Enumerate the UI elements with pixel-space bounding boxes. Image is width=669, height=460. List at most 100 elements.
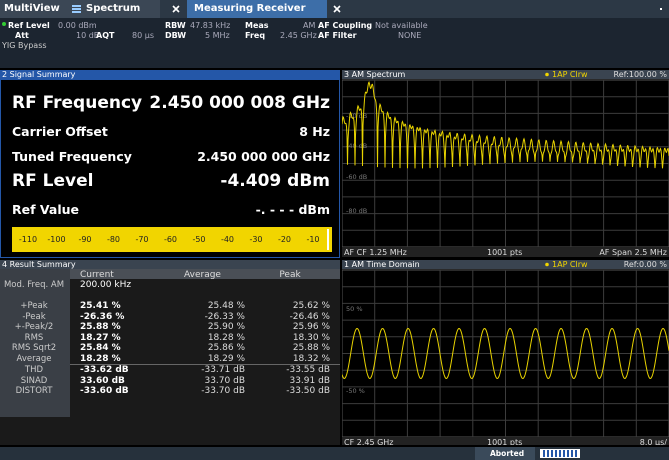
table-cell: 18.28 %: [207, 332, 245, 343]
trace-dot: [545, 262, 549, 267]
table-cell: 25.96 %: [292, 322, 330, 332]
panel-header[interactable]: 4 Result Summary: [0, 260, 340, 269]
table-cell: -33.60 dB: [80, 386, 129, 396]
table-cell: 25.41 %: [80, 301, 121, 311]
scale-label: -20: [277, 235, 292, 244]
table-cell: 33.70 dB: [204, 375, 245, 386]
tab-active[interactable]: [187, 0, 327, 18]
footer-label: AF Span 2.5 MHz: [599, 248, 667, 257]
info-label: DBW: [165, 31, 187, 40]
trace-label: 1AP Clrw: [552, 260, 588, 269]
panel-header[interactable]: 2 Signal Summary: [0, 70, 340, 79]
tab-label[interactable]: Measuring Receiver: [194, 3, 306, 14]
table-cell: -33.70 dB: [201, 386, 245, 396]
trace-dot: [545, 72, 549, 77]
info-bar: [0, 18, 669, 68]
info-label: Meas: [245, 21, 269, 30]
table-cell: 25.86 %: [207, 343, 245, 353]
level-label: -40 dB: [346, 142, 367, 150]
table-row-label: -Peak: [22, 311, 46, 322]
table-cell: -26.36 %: [80, 311, 125, 322]
table-header: Average: [184, 270, 221, 280]
ref-label: Ref:100.00 %: [614, 70, 668, 79]
trace: [342, 327, 669, 380]
table-cell: 25.88 %: [292, 343, 330, 353]
summary-label: Carrier Offset: [12, 123, 108, 139]
footer-label: 8.0 µs/: [640, 438, 668, 445]
summary-label: Ref Value: [12, 201, 79, 217]
table-cell: 25.84 %: [80, 343, 121, 353]
table-row-label: Average: [16, 353, 52, 364]
scale-label: -60: [163, 235, 178, 244]
panel-header: [342, 260, 669, 269]
info-label: AF Filter: [318, 31, 357, 40]
scale-label: -100: [47, 235, 66, 244]
info-label: Freq: [245, 31, 266, 40]
level-label: -80 dB: [346, 207, 367, 215]
table-header-bg: [70, 269, 340, 279]
info-value: 80 µs: [132, 31, 154, 40]
scale-label: -50: [192, 235, 206, 244]
status-box: [475, 447, 535, 460]
scale-label: -110: [18, 235, 38, 244]
table-header: Current: [80, 270, 114, 280]
scale-label: -40: [220, 235, 235, 244]
tab-label[interactable]: MultiView: [4, 3, 60, 14]
icon: [72, 5, 81, 13]
info-label: RBW: [165, 21, 186, 30]
info-value: AM: [303, 21, 316, 30]
info-value: 10 dB: [76, 31, 100, 40]
status-text: Aborted: [490, 449, 525, 458]
table-cell: -33.50 dB: [286, 386, 330, 396]
table-row-label: RMS Sqrt2: [11, 343, 57, 353]
summary-label: Tuned Frequency: [12, 148, 132, 164]
level-bar: [12, 227, 332, 252]
info-value: 47.83 kHz: [190, 21, 231, 30]
close-icon[interactable]: [333, 5, 341, 13]
scale-label: -30: [249, 235, 263, 244]
ref-label: Ref:0.00 %: [624, 260, 668, 269]
menu-dot[interactable]: [660, 8, 662, 10]
footer-label: CF 2.45 GHz: [344, 438, 394, 445]
info-label: AF Coupling: [318, 21, 373, 30]
info-label: AQT: [96, 31, 115, 40]
info-value: 0.00 dBm: [58, 21, 97, 30]
info-label: Ref Level: [8, 21, 50, 30]
table-row-label: RMS: [24, 332, 44, 343]
panel-title: 3 AM Spectrum: [344, 70, 406, 79]
panel-footer: [342, 247, 669, 257]
row-sep: [70, 364, 340, 365]
info-label: Att: [15, 31, 29, 40]
trace-label: 1AP Clrw: [552, 70, 588, 79]
progress: [540, 449, 580, 458]
info-note: YIG Bypass: [2, 41, 47, 50]
table-row-label: +-Peak/2: [14, 322, 54, 332]
summary-label: RF Level: [12, 171, 94, 191]
table-cell: -26.46 %: [289, 311, 330, 322]
table-cell: 18.32 %: [292, 353, 330, 364]
status-dot: [2, 22, 6, 26]
table-header: Peak: [279, 270, 301, 280]
info-value: Not available: [375, 21, 428, 30]
close-icon[interactable]: [172, 5, 180, 13]
plots: 3 AM Spectrum 1AP Clrw Ref:100.00 %-20 dB-…: [342, 70, 669, 445]
panel-title: 1 AM Time Domain: [344, 260, 420, 269]
table-row-label: DISTORT: [15, 386, 53, 396]
summary-value: 8 Hz: [299, 123, 330, 139]
table-row-label: +Peak: [20, 301, 48, 311]
table-cell: 18.30 %: [292, 332, 330, 343]
table-cell: 33.60 dB: [80, 375, 125, 386]
level-marker: [327, 229, 329, 250]
summary-label: RF Frequency: [12, 93, 143, 113]
table-cell: 18.27 %: [80, 332, 121, 343]
scale-label: -10: [306, 235, 320, 244]
panel-footer: [342, 437, 669, 445]
table-cell: 25.62 %: [292, 301, 330, 311]
table-cell: 18.29 %: [207, 353, 245, 364]
table-cell: -33.62 dB: [80, 365, 129, 375]
table-cell: -33.71 dB: [201, 365, 245, 375]
scale-label: -90: [78, 235, 92, 244]
tab-label[interactable]: Spectrum: [86, 3, 141, 14]
footer-label: 1001 pts: [487, 438, 522, 445]
